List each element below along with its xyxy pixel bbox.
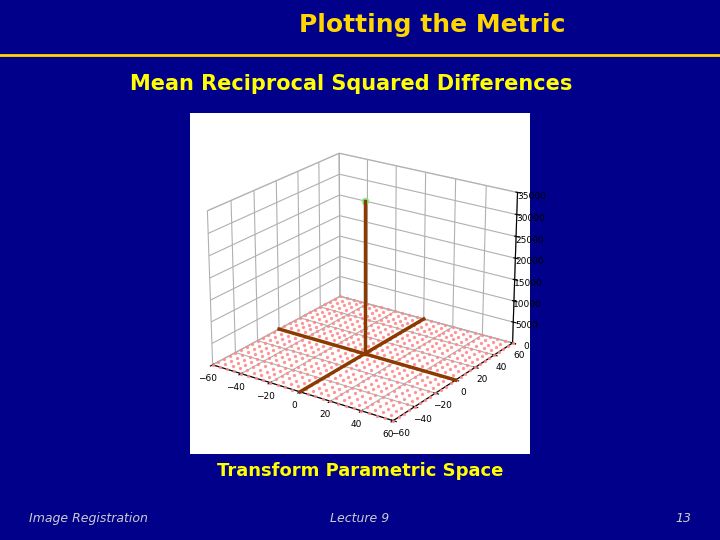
Text: Mean Reciprocal Squared Differences: Mean Reciprocal Squared Differences: [130, 73, 572, 94]
Text: Image Registration: Image Registration: [29, 511, 148, 525]
Text: Plotting the Metric: Plotting the Metric: [299, 13, 565, 37]
Text: 13: 13: [675, 511, 691, 525]
Text: Lecture 9: Lecture 9: [330, 511, 390, 525]
Text: Transform Parametric Space: Transform Parametric Space: [217, 462, 503, 480]
